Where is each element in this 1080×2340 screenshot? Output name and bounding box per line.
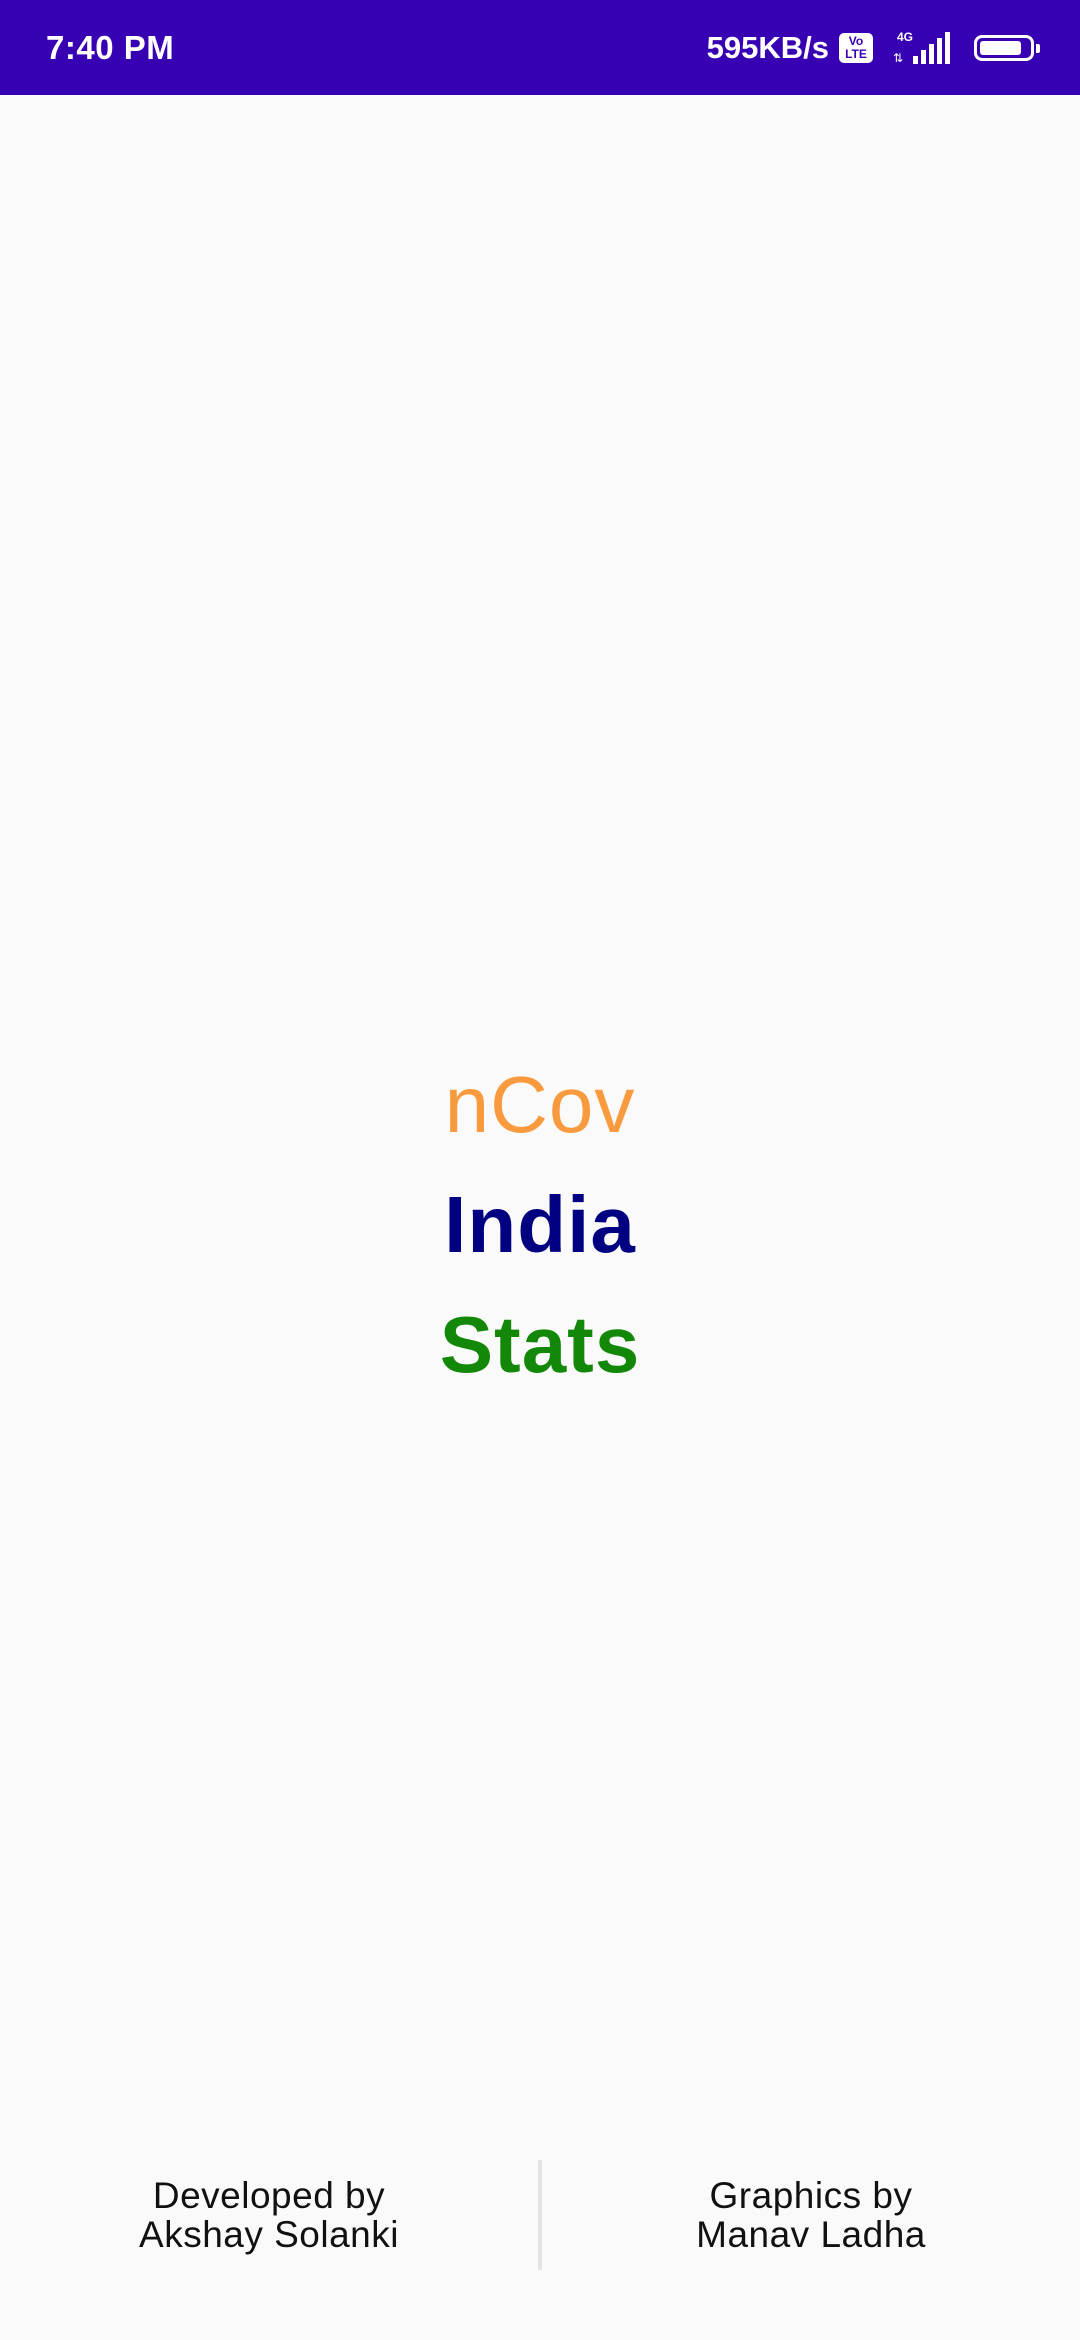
app-title: nCov India Stats — [0, 1045, 1080, 1405]
graphics-credit: Graphics by Manav Ladha — [542, 2176, 1080, 2254]
title-line-ncov: nCov — [444, 1060, 636, 1149]
battery-icon — [974, 34, 1040, 61]
data-activity-icon: ⇅ — [893, 50, 904, 65]
volte-bottom-text: LTE — [845, 46, 867, 61]
title-line-stats: Stats — [439, 1300, 641, 1389]
battery-level — [980, 40, 1021, 55]
title-line-india: India — [444, 1180, 636, 1269]
developer-label: Developed by — [152, 2175, 386, 2216]
graphics-label: Graphics by — [709, 2175, 913, 2216]
developer-credit: Developed by Akshay Solanki — [0, 2176, 538, 2254]
network-type-label: 4G — [897, 29, 914, 44]
graphics-name: Manav Ladha — [696, 2214, 926, 2255]
status-bar: 7:40 PM 595KB/s Vo LTE 4G ⇅ — [0, 0, 1080, 95]
status-time: 7:40 PM — [46, 28, 175, 66]
volte-top-text: Vo — [848, 33, 864, 48]
credits-footer: Developed by Akshay Solanki Graphics by … — [0, 2160, 1080, 2270]
status-icons: 595KB/s Vo LTE 4G ⇅ — [706, 29, 1040, 66]
footer-divider — [538, 2160, 542, 2270]
volte-icon: Vo LTE — [839, 32, 873, 63]
network-speed: 595KB/s — [706, 29, 829, 65]
developer-name: Akshay Solanki — [139, 2214, 399, 2255]
signal-strength-icon: 4G ⇅ — [893, 29, 950, 65]
